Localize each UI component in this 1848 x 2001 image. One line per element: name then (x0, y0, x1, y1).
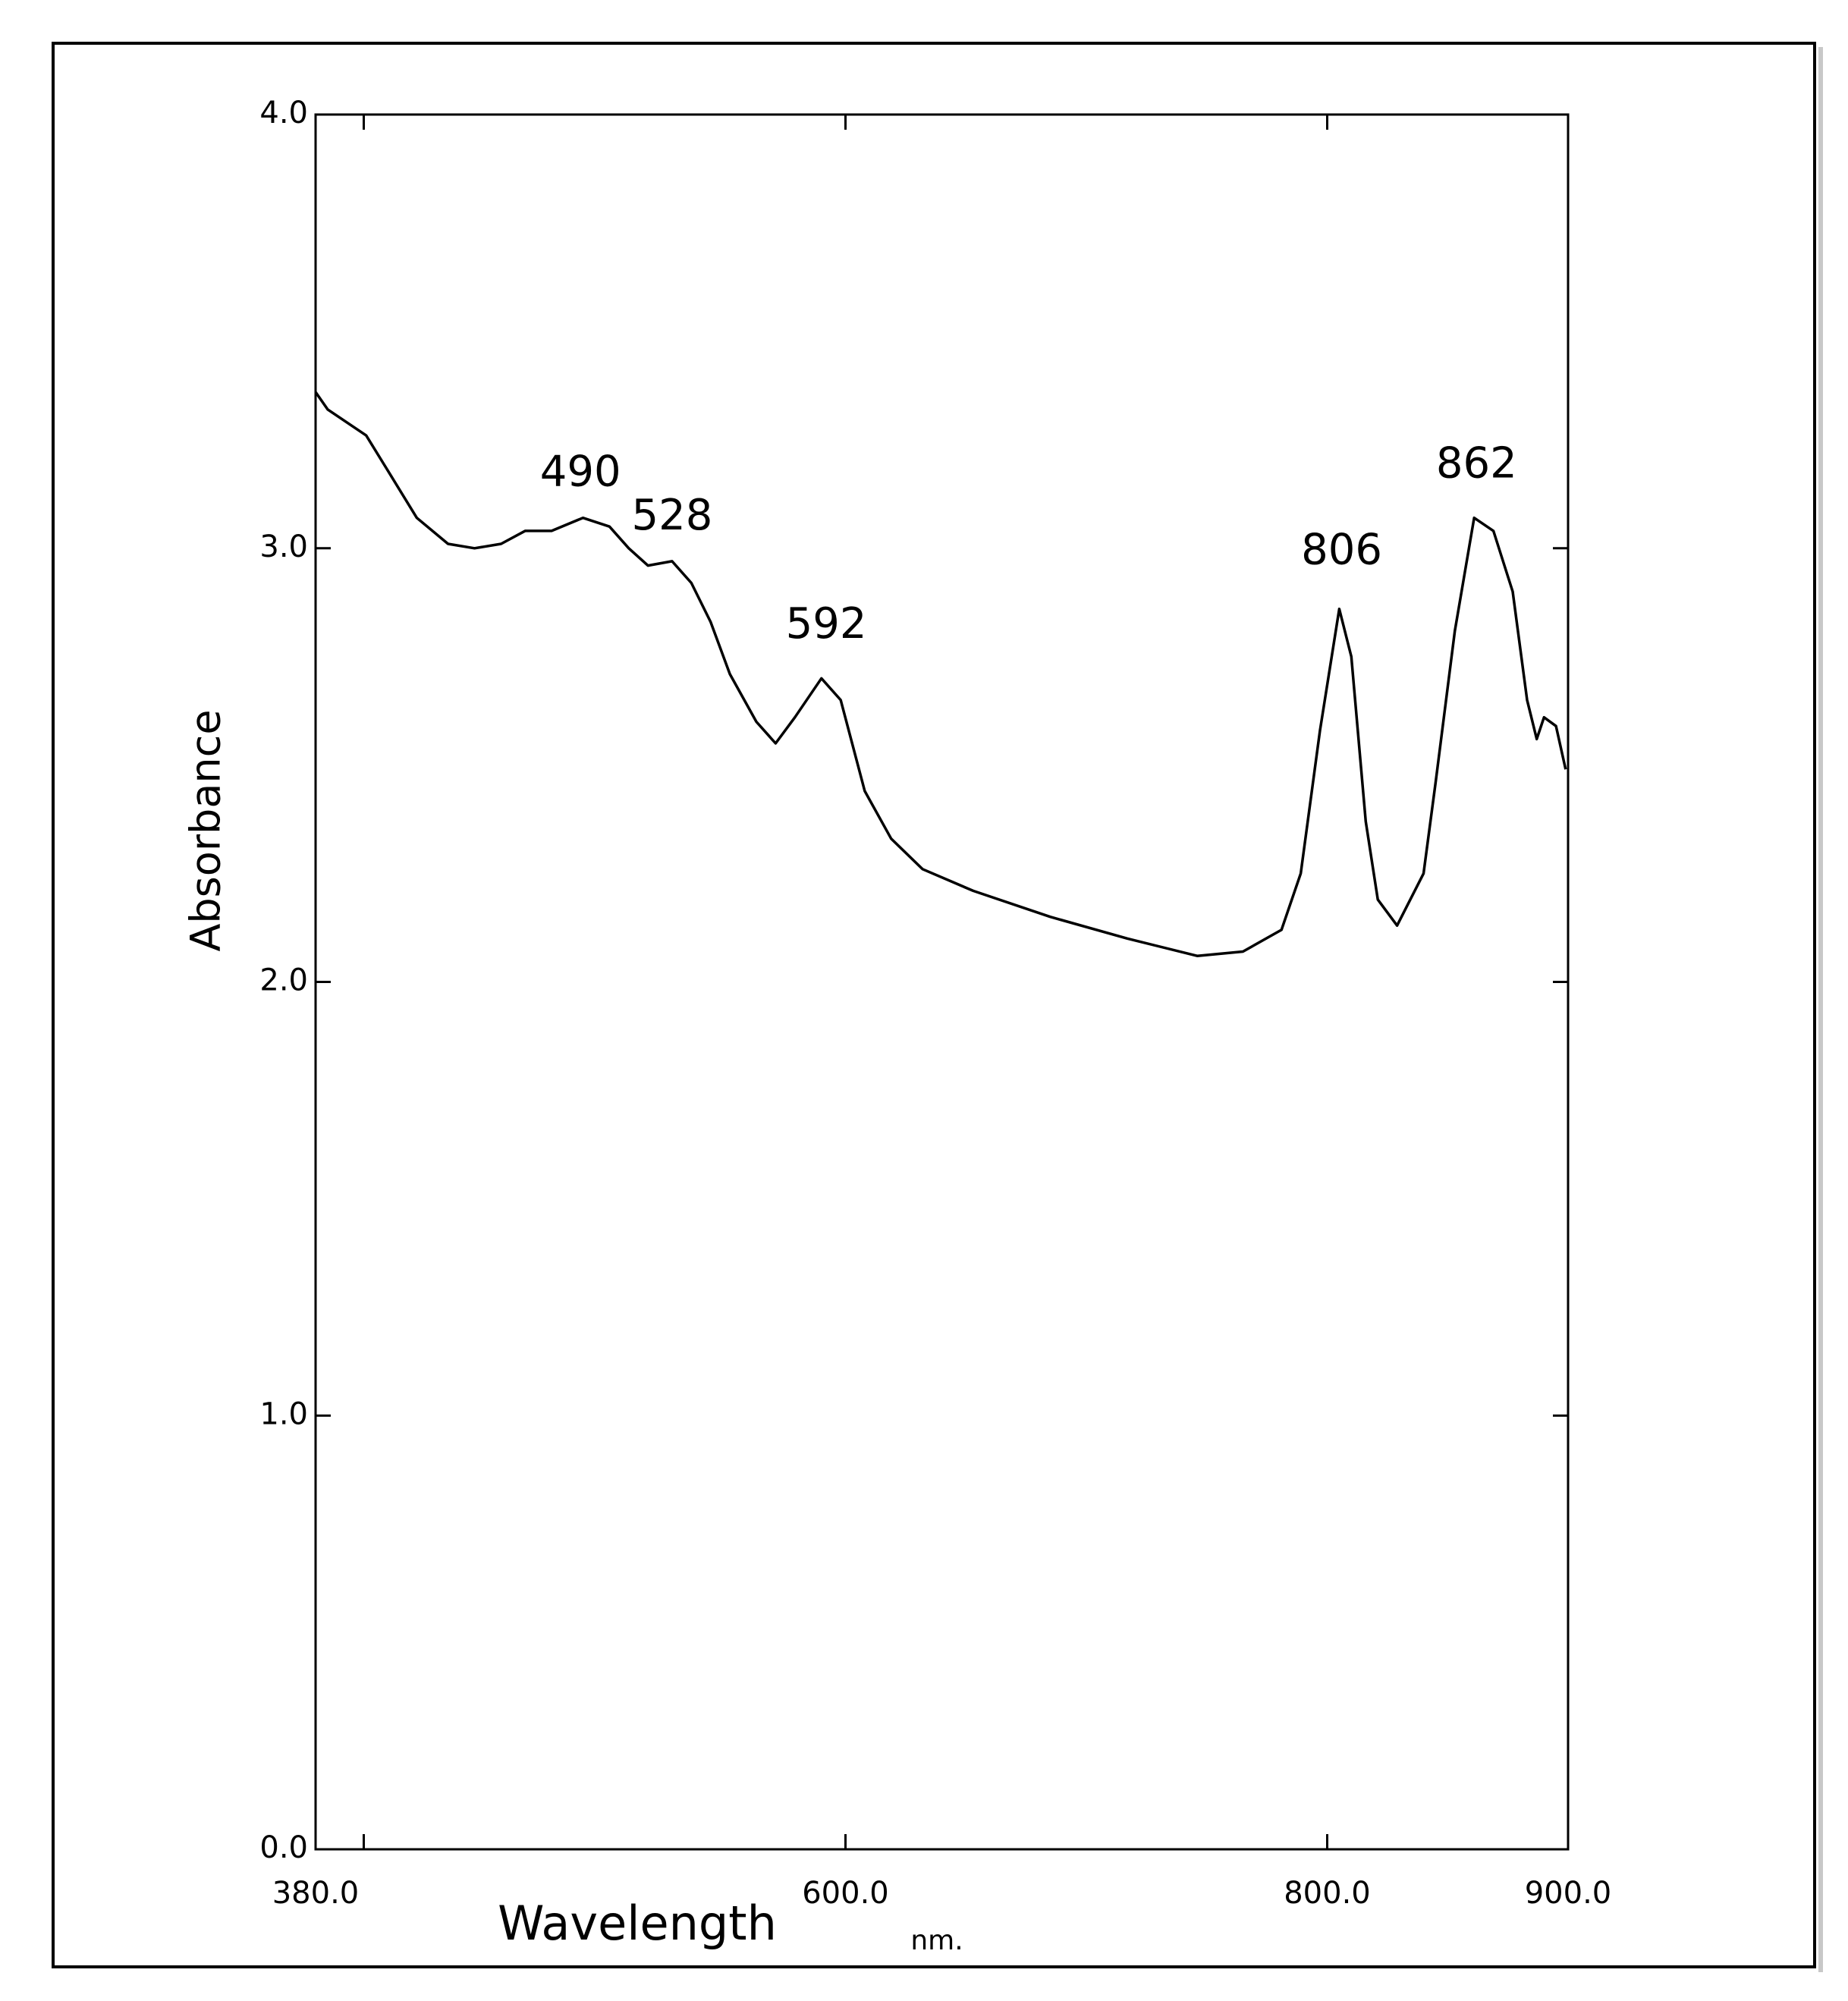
peak-annotation: 862 (1436, 438, 1517, 488)
y-tick-label: 4.0 (259, 96, 308, 130)
x-axis-label: Wavelength (498, 1896, 777, 1951)
y-tick-label: 1.0 (259, 1396, 308, 1431)
peak-annotation: 592 (786, 599, 867, 649)
peak-annotation: 528 (631, 491, 712, 540)
y-tick-label: 2.0 (259, 963, 308, 998)
x-tick-label: 800.0 (1284, 1876, 1371, 1911)
frame (52, 42, 1816, 1968)
spectrum-line (314, 391, 1567, 957)
y-tick-label: 0.0 (259, 1830, 308, 1865)
x-tick-label: 380.0 (272, 1876, 360, 1911)
x-tick-label: 900.0 (1525, 1876, 1612, 1911)
x-axis-unit: nm. (910, 1925, 963, 1956)
y-tick-label: 3.0 (259, 529, 308, 564)
x-tick-label: 600.0 (802, 1876, 889, 1911)
peak-annotation: 490 (540, 448, 621, 497)
peak-annotation: 806 (1301, 526, 1382, 575)
y-axis-label: Absorbance (182, 709, 230, 951)
